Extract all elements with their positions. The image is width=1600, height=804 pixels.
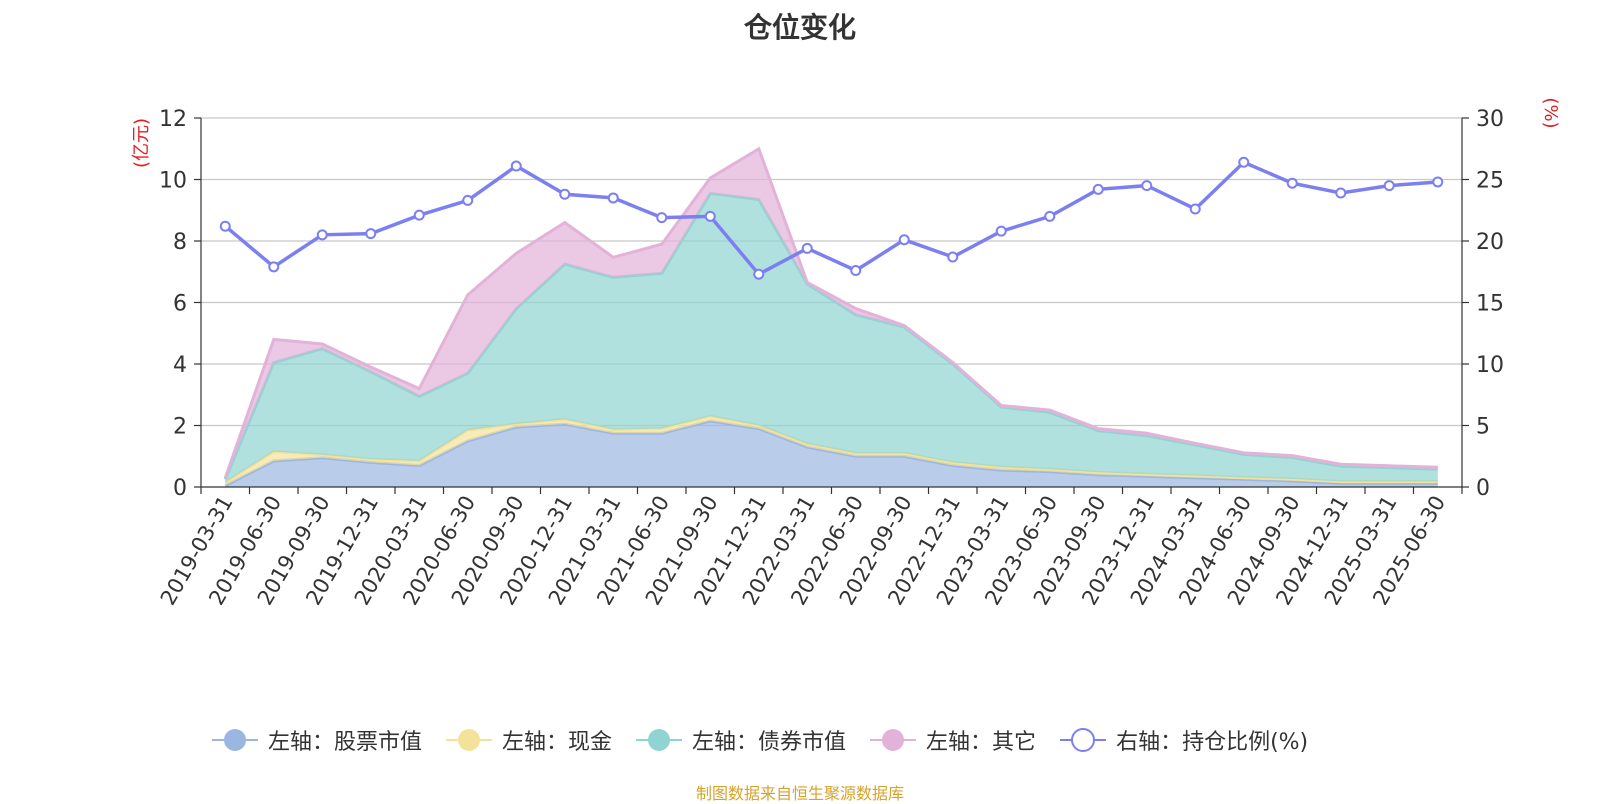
ratio-line	[224, 160, 1438, 277]
legend-item-cash[interactable]: 左轴：现金	[444, 724, 612, 756]
area-edge-other	[223, 146, 1438, 479]
legend-swatch-other	[870, 729, 917, 751]
ratio-point	[607, 192, 619, 204]
legend-label: 左轴：现金	[502, 730, 613, 755]
left-axis-tick-label: 8	[173, 230, 187, 255]
legend-swatch-ratio	[1060, 728, 1107, 752]
legend: 左轴：股票市值 左轴：现金 左轴：债券市值 左轴：其它 右轴：持仓比例(%)	[210, 720, 1330, 760]
ratio-point	[947, 251, 959, 263]
ratio-point	[801, 242, 813, 254]
ratio-point	[268, 261, 280, 273]
ratio-point	[1432, 176, 1444, 188]
ratio-point	[365, 228, 377, 240]
ratio-point	[510, 160, 522, 172]
ratio-point	[850, 265, 862, 277]
legend-item-ratio[interactable]: 右轴：持仓比例(%)	[1058, 724, 1308, 756]
ratio-point	[1286, 177, 1298, 189]
legend-item-stock[interactable]: 左轴：股票市值	[210, 724, 422, 756]
ratio-point	[656, 212, 668, 224]
ratio-point	[413, 209, 425, 221]
area-series	[223, 146, 1438, 487]
left-axis-unit-label: (亿元)	[131, 118, 152, 168]
right-axis-tick-label: 20	[1476, 230, 1504, 255]
right-axis-tick-label: 5	[1476, 415, 1490, 440]
right-axis-tick-label: 0	[1476, 476, 1490, 501]
ratio-point	[753, 268, 765, 280]
ratio-point	[704, 210, 716, 222]
ratio-point	[898, 234, 910, 246]
legend-label: 左轴：股票市值	[268, 730, 423, 755]
ratio-point	[462, 194, 474, 206]
ratio-point	[1044, 210, 1056, 222]
chart-title: 仓位变化	[743, 11, 856, 44]
left-axis-tick-label: 12	[159, 107, 187, 132]
legend-label: 右轴：持仓比例(%)	[1116, 730, 1309, 755]
right-axis-tick-label: 25	[1476, 169, 1504, 194]
ratio-point	[219, 220, 231, 232]
legend-label: 左轴：其它	[926, 730, 1037, 755]
legend-swatch-bond	[636, 729, 683, 751]
ratio-point	[995, 225, 1007, 237]
legend-swatch-stock	[212, 729, 258, 751]
ratio-point	[1335, 187, 1347, 199]
ratio-point	[1189, 203, 1201, 215]
right-axis-unit-label: (%)	[1540, 97, 1561, 128]
axes	[194, 117, 1469, 494]
legend-item-bond[interactable]: 左轴：债券市值	[634, 724, 846, 756]
left-axis-tick-label: 10	[159, 169, 187, 194]
right-axis-tick-label: 15	[1476, 292, 1504, 317]
ratio-point	[316, 229, 328, 241]
area-cash	[225, 416, 1438, 486]
area-other	[225, 148, 1438, 480]
left-axis-tick-label: 4	[173, 353, 187, 378]
ratio-line-series	[219, 156, 1444, 280]
area-bond	[225, 193, 1438, 483]
ratio-point	[1092, 183, 1104, 195]
source-note: 制图数据来自恒生聚源数据库	[695, 784, 904, 803]
right-axis-tick-label: 10	[1476, 353, 1504, 378]
right-axis-tick-label: 30	[1476, 107, 1504, 132]
area-stock	[225, 420, 1438, 487]
legend-swatch-cash	[446, 729, 493, 751]
ratio-point	[1238, 156, 1250, 168]
legend-item-other[interactable]: 左轴：其它	[868, 724, 1036, 756]
ratio-point	[559, 188, 571, 200]
left-axis-tick-label: 2	[173, 415, 187, 440]
ratio-point	[1141, 180, 1153, 192]
ratio-point	[1383, 180, 1395, 192]
left-axis-tick-label: 6	[173, 292, 187, 317]
left-axis-tick-label: 0	[173, 476, 187, 501]
legend-label: 左轴：债券市值	[692, 730, 847, 755]
